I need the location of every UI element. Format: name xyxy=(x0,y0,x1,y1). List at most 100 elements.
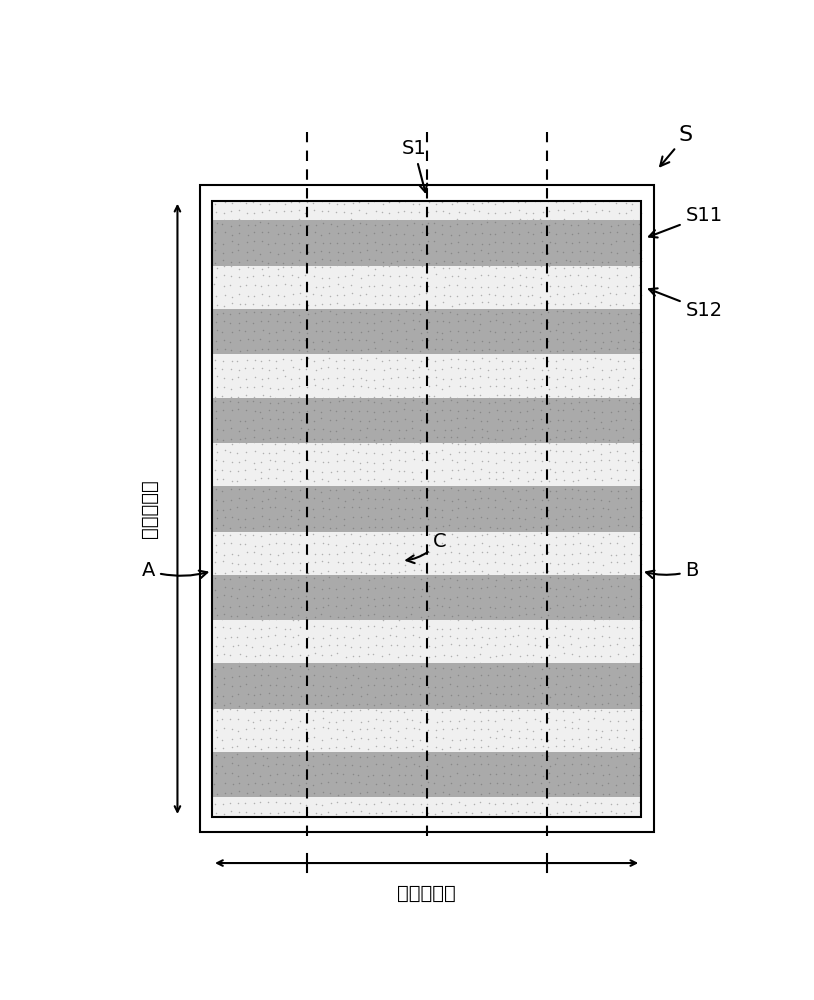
Point xyxy=(612,750,625,766)
Point xyxy=(314,687,327,703)
Point xyxy=(605,470,618,486)
Point xyxy=(559,679,572,695)
Point xyxy=(513,510,526,526)
Point xyxy=(391,637,404,653)
Point xyxy=(247,695,260,711)
Point xyxy=(437,482,450,498)
Point xyxy=(602,259,615,275)
Point xyxy=(285,371,298,387)
Point xyxy=(572,314,585,330)
Point xyxy=(528,350,541,366)
Point xyxy=(444,245,457,261)
Point xyxy=(588,710,601,726)
Point xyxy=(383,331,396,347)
Point xyxy=(292,307,305,323)
Point xyxy=(300,588,313,604)
Point xyxy=(377,461,390,477)
Point xyxy=(217,720,230,736)
Point xyxy=(216,499,229,515)
Point xyxy=(619,483,632,499)
Point xyxy=(247,520,260,536)
Point xyxy=(284,194,297,210)
Point xyxy=(300,804,313,820)
Point xyxy=(329,564,342,580)
Point xyxy=(339,750,352,766)
Point xyxy=(392,573,405,589)
Point xyxy=(369,340,382,356)
Point xyxy=(512,250,525,266)
Point xyxy=(529,630,542,646)
Point xyxy=(558,341,571,357)
Point xyxy=(550,243,563,259)
Point xyxy=(633,221,646,237)
Point xyxy=(271,749,284,765)
Point xyxy=(481,677,494,693)
Point xyxy=(565,519,578,535)
Point xyxy=(231,401,244,417)
Point xyxy=(224,334,237,350)
Point xyxy=(385,687,398,703)
Point xyxy=(302,452,315,468)
Point xyxy=(505,462,519,478)
Point xyxy=(376,325,389,341)
Point xyxy=(504,668,517,684)
Point xyxy=(581,380,594,396)
Point xyxy=(218,399,231,415)
Point xyxy=(278,416,291,432)
Point xyxy=(360,286,373,302)
Point xyxy=(475,674,488,690)
Point xyxy=(596,371,609,387)
Point xyxy=(627,443,640,459)
Point xyxy=(301,306,314,322)
Point xyxy=(619,411,632,427)
Point xyxy=(352,484,365,500)
Point xyxy=(604,749,617,765)
Point xyxy=(430,333,443,349)
Point xyxy=(392,756,405,772)
Point xyxy=(527,676,540,692)
Point xyxy=(400,341,413,357)
Point xyxy=(625,202,638,218)
Point xyxy=(285,775,298,791)
Point xyxy=(361,420,374,436)
Point xyxy=(489,260,502,276)
Point xyxy=(466,236,479,252)
Point xyxy=(269,232,282,248)
Point xyxy=(497,569,510,585)
Point xyxy=(573,611,586,627)
Point xyxy=(589,593,602,609)
Point xyxy=(544,509,557,525)
Point xyxy=(361,436,374,452)
Point xyxy=(574,574,587,590)
Point xyxy=(329,581,342,597)
Point xyxy=(422,668,435,684)
Point xyxy=(594,216,607,232)
Point xyxy=(435,695,449,711)
Point xyxy=(347,656,360,672)
Point xyxy=(436,592,449,608)
Point xyxy=(617,230,630,246)
Point xyxy=(323,296,336,312)
Point xyxy=(534,638,547,654)
Point xyxy=(580,268,593,284)
Point xyxy=(300,194,313,210)
Point xyxy=(254,712,267,728)
Point xyxy=(234,241,247,257)
Point xyxy=(587,637,600,653)
Point xyxy=(217,674,230,690)
Point xyxy=(444,769,457,785)
Point xyxy=(232,804,245,820)
Point xyxy=(405,325,418,341)
Point xyxy=(460,608,473,624)
Point xyxy=(558,618,571,634)
Point xyxy=(534,289,547,305)
Point xyxy=(437,230,450,246)
Point xyxy=(572,324,585,340)
Point xyxy=(399,278,412,294)
Point xyxy=(406,738,419,754)
Point xyxy=(430,279,443,295)
Point xyxy=(473,748,486,764)
Point xyxy=(375,696,388,712)
Point xyxy=(550,304,563,320)
Point xyxy=(483,232,496,248)
